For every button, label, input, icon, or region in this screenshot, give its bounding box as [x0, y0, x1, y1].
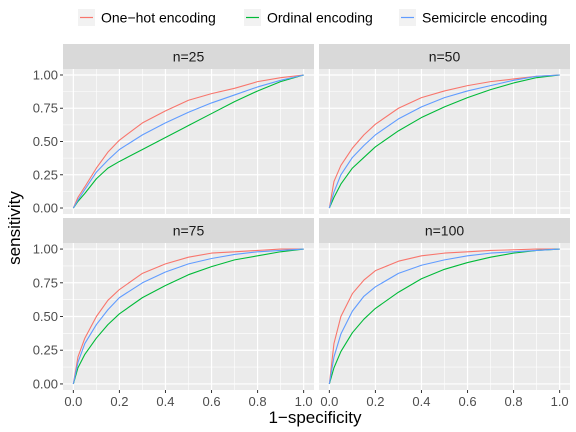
panel-strip [63, 218, 314, 243]
y-tick-label: 0.50 [33, 134, 58, 149]
x-tick-label: 1.0 [551, 394, 569, 409]
y-tick-label: 0.25 [33, 167, 58, 182]
y-tick-label: 0.00 [33, 376, 58, 391]
y-tick-label: 1.00 [33, 242, 58, 257]
x-tick-label: 0.2 [110, 394, 128, 409]
panel-label: n=50 [429, 49, 461, 65]
roc-curve [328, 74, 560, 209]
panel-strip [319, 44, 570, 69]
panel-label: n=25 [173, 49, 205, 65]
facet-panels: n=25 0.00 0.25 0.50 0.75 1.00 n=50 n=75 0.00 0.25… [33, 44, 570, 409]
legend-item: Ordinal encoding [244, 9, 373, 26]
panel: n=25 0.00 0.25 0.50 0.75 1.00 [33, 44, 314, 216]
legend-label: One−hot encoding [101, 10, 216, 26]
panel-label: n=100 [425, 223, 465, 239]
x-tick-label: 0.4 [412, 394, 430, 409]
y-tick-label: 0.25 [33, 343, 58, 358]
roc-curve [72, 74, 304, 209]
y-tick-label: 0.50 [33, 309, 58, 324]
panel: n=50 [319, 44, 570, 214]
legend-item: Semicircle encoding [399, 9, 547, 26]
x-tick-label: 0.8 [505, 394, 523, 409]
y-tick-label: 0.00 [33, 201, 58, 216]
legend-label: Ordinal encoding [267, 10, 373, 26]
y-tick-label: 0.75 [33, 101, 58, 116]
roc-curve [72, 74, 304, 209]
roc-curve [328, 74, 560, 209]
roc-curve [328, 248, 560, 385]
x-tick-label: 0.0 [64, 394, 82, 409]
legend-label: Semicircle encoding [422, 10, 547, 26]
panel-label: n=75 [173, 223, 205, 239]
panel-strip [63, 44, 314, 69]
x-tick-label: 0.2 [366, 394, 384, 409]
y-tick-label: 1.00 [33, 67, 58, 82]
x-tick-label: 1.0 [295, 394, 313, 409]
roc-curve [328, 248, 560, 384]
panel: n=100 0.0 0.2 0.4 0.6 0.8 1.0 [319, 218, 570, 409]
roc-curve [72, 248, 304, 385]
panel: n=75 0.00 0.25 0.50 0.75 1.00 0.0 0.2 0.4 0.6 0.8 1… [33, 218, 314, 409]
roc-curve [72, 248, 304, 385]
x-tick-label: 0.8 [249, 394, 267, 409]
x-tick-label: 0.4 [156, 394, 174, 409]
roc-curve [328, 74, 560, 209]
roc-curve [328, 248, 560, 385]
roc-curve [72, 74, 304, 209]
y-tick-label: 0.75 [33, 275, 58, 290]
x-tick-label: 0.0 [320, 394, 338, 409]
x-tick-label: 0.6 [458, 394, 476, 409]
legend-item: One−hot encoding [78, 9, 216, 26]
roc-curve [72, 248, 304, 385]
legend: One−hot encoding Ordinal encoding Semicirc… [78, 9, 547, 26]
x-axis-title: 1−specificity [268, 408, 362, 427]
x-tick-label: 0.6 [202, 394, 220, 409]
panel-strip [319, 218, 570, 243]
y-axis-title: sensitivity [5, 191, 24, 265]
